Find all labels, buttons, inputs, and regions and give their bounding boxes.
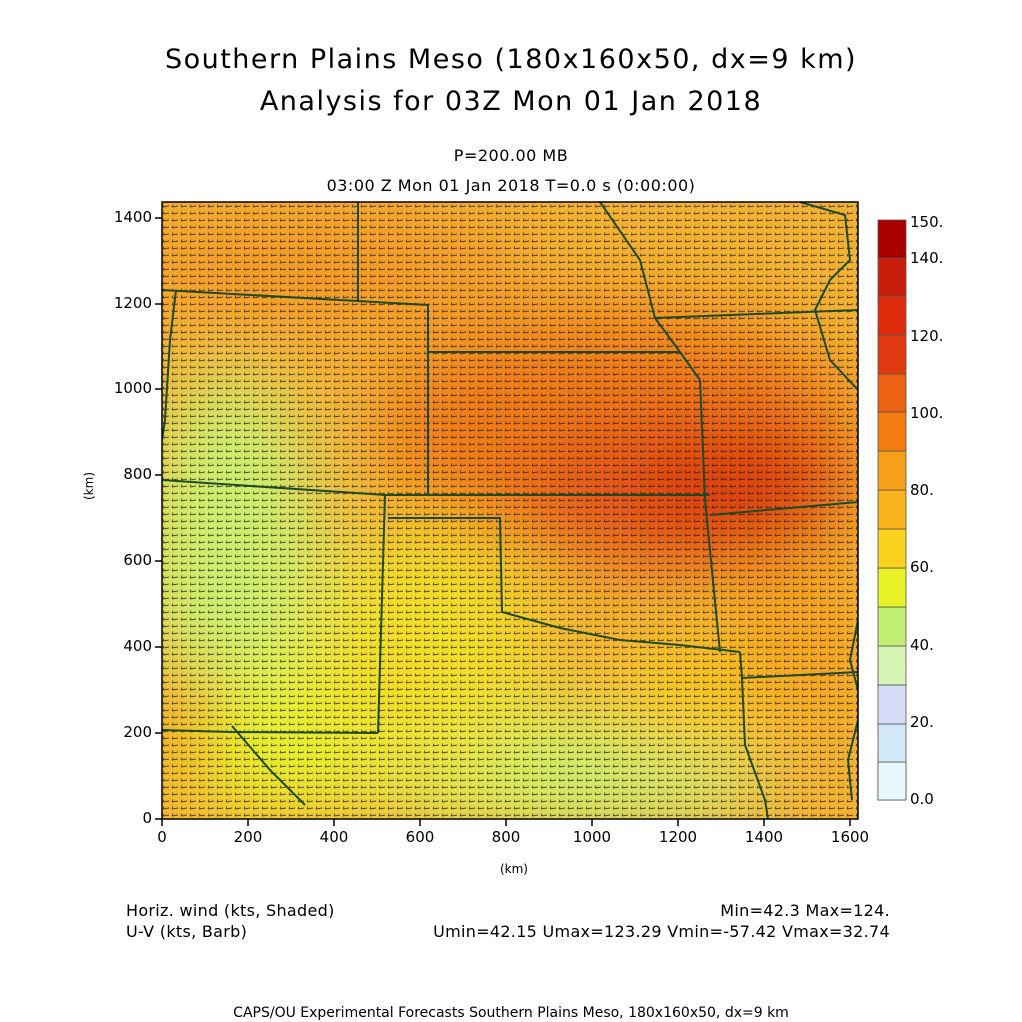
y-tick-label: 600 — [123, 551, 152, 569]
x-tick-label: 600 — [405, 828, 435, 846]
colorbar-label: 100. — [910, 404, 944, 422]
colorbar-label: 150. — [910, 213, 944, 231]
x-axis-label: (km) — [499, 862, 528, 876]
colorbar-label: 120. — [910, 327, 944, 345]
field-name: Horiz. wind (kts, Shaded) — [126, 901, 335, 920]
y-tick-label: 1200 — [113, 294, 152, 312]
x-tick-label: 0 — [157, 828, 167, 846]
colorbar-label: 40. — [910, 636, 934, 654]
footer-credit: CAPS/OU Experimental Forecasts Southern … — [233, 1005, 789, 1021]
pressure-level-label: P=200.00 MB — [453, 146, 569, 165]
y-tick-label: 1000 — [113, 379, 152, 397]
colorbar-boxes — [877, 219, 907, 801]
x-tick-label: 1000 — [572, 828, 612, 846]
x-tick-label: 1600 — [830, 828, 870, 846]
vector-stats: Umin=42.15 Umax=123.29 Vmin=-57.42 Vmax=… — [433, 922, 890, 941]
y-axis-label: (km) — [82, 471, 96, 500]
axis-tick-marks — [155, 217, 851, 826]
wind-speed-shading — [162, 202, 858, 819]
colorbar-label: 80. — [910, 481, 934, 499]
colorbar-label: 140. — [910, 249, 944, 267]
x-tick-label: 1400 — [744, 828, 784, 846]
y-tick-label: 800 — [123, 465, 152, 483]
field-stats: Min=42.3 Max=124. — [720, 901, 890, 920]
title-line-2: Analysis for 03Z Mon 01 Jan 2018 — [259, 86, 763, 117]
x-tick-label: 400 — [319, 828, 349, 846]
colorbar-label: 0.0 — [910, 790, 934, 808]
y-tick-label: 400 — [123, 637, 152, 655]
x-tick-label: 1200 — [658, 828, 698, 846]
y-tick-label: 200 — [123, 723, 152, 741]
y-tick-label: 0 — [142, 809, 152, 827]
state-boundaries — [162, 202, 858, 819]
x-tick-label: 800 — [491, 828, 521, 846]
y-tick-label: 1400 — [113, 208, 152, 226]
valid-time-label: 03:00 Z Mon 01 Jan 2018 T=0.0 s (0:00:00… — [326, 176, 696, 195]
vector-name: U-V (kts, Barb) — [126, 922, 248, 941]
title-line-1: Southern Plains Meso (180x160x50, dx=9 k… — [164, 44, 858, 75]
colorbar-label: 20. — [910, 713, 934, 731]
x-tick-label: 200 — [233, 828, 263, 846]
plot-frame — [161, 201, 859, 820]
colorbar-label: 60. — [910, 558, 934, 576]
